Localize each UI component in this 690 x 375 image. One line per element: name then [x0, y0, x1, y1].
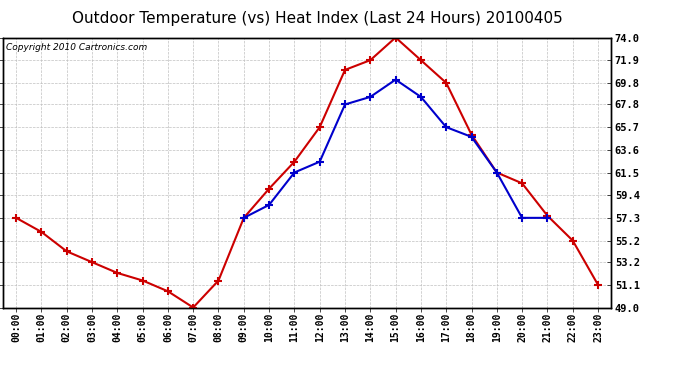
Text: Copyright 2010 Cartronics.com: Copyright 2010 Cartronics.com: [6, 43, 148, 52]
Text: Outdoor Temperature (vs) Heat Index (Last 24 Hours) 20100405: Outdoor Temperature (vs) Heat Index (Las…: [72, 11, 563, 26]
